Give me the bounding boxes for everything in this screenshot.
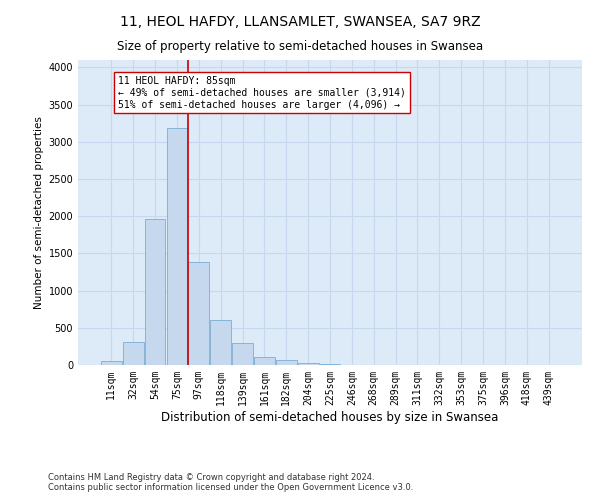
Bar	[145, 219, 166, 365]
Text: 11, HEOL HAFDY, LLANSAMLET, SWANSEA, SA7 9RZ: 11, HEOL HAFDY, LLANSAMLET, SWANSEA, SA7…	[119, 15, 481, 29]
Text: 11 HEOL HAFDY: 85sqm
← 49% of semi-detached houses are smaller (3,914)
51% of se: 11 HEOL HAFDY: 85sqm ← 49% of semi-detac…	[118, 76, 406, 110]
Bar	[167, 128, 187, 365]
Y-axis label: Number of semi-detached properties: Number of semi-detached properties	[34, 116, 44, 309]
Bar	[123, 342, 143, 365]
Bar	[276, 360, 296, 365]
Text: Size of property relative to semi-detached houses in Swansea: Size of property relative to semi-detach…	[117, 40, 483, 53]
Bar	[188, 262, 209, 365]
Text: Contains HM Land Registry data © Crown copyright and database right 2024.
Contai: Contains HM Land Registry data © Crown c…	[48, 473, 413, 492]
Bar	[210, 320, 231, 365]
X-axis label: Distribution of semi-detached houses by size in Swansea: Distribution of semi-detached houses by …	[161, 410, 499, 424]
Bar	[298, 363, 319, 365]
Bar	[320, 364, 340, 365]
Bar	[101, 362, 122, 365]
Bar	[232, 343, 253, 365]
Bar	[254, 357, 275, 365]
